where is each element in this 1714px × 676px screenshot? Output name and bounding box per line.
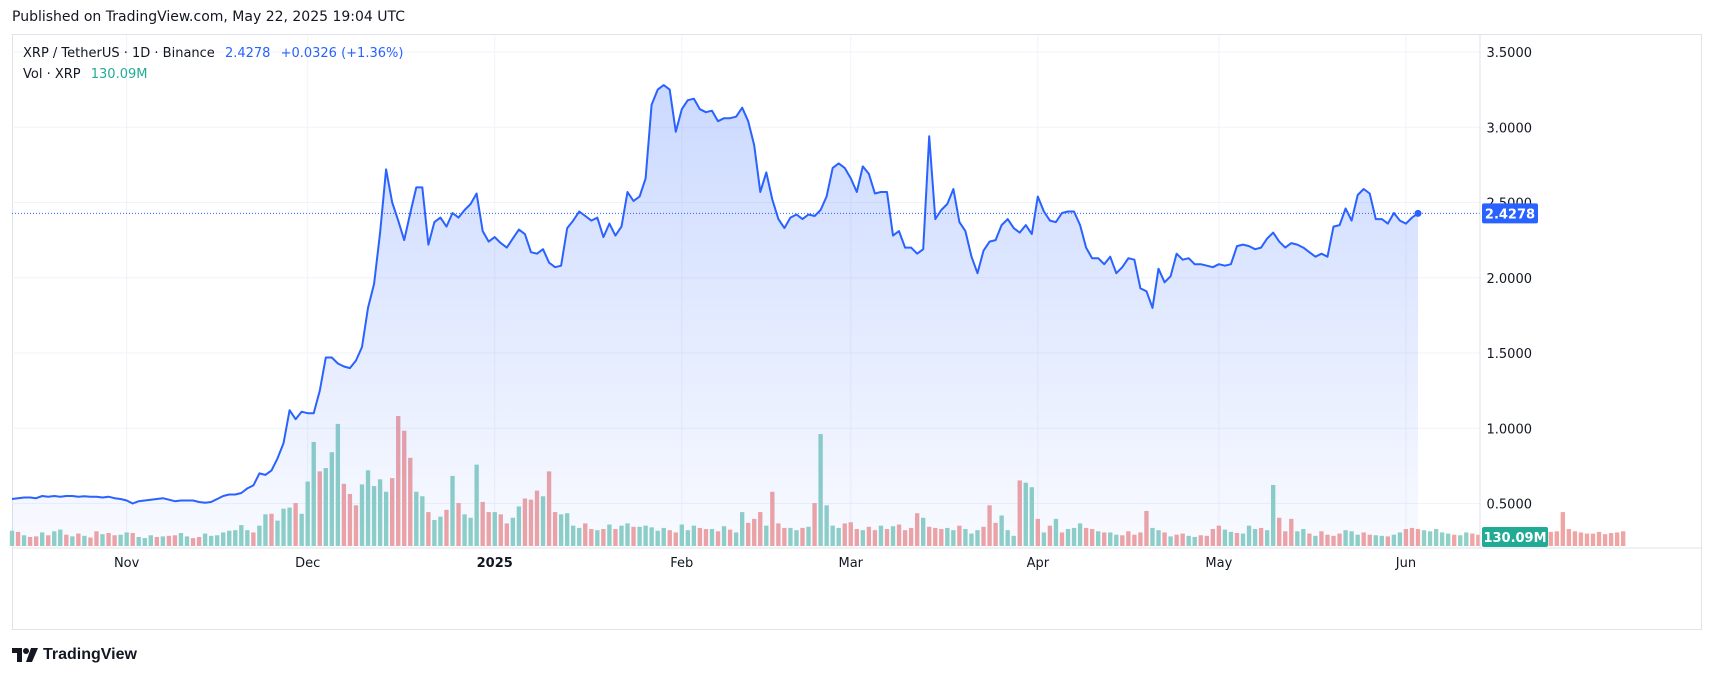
volume-tag-label: 130.09M [1483,531,1546,546]
published-caption: Published on TradingView.com, May 22, 20… [12,9,406,25]
y-tick-label: 0.5000 [1487,498,1533,513]
tradingview-logo-icon [12,648,38,662]
volume-bar [1566,529,1572,546]
price-tags: 2.4278 130.09M [1482,203,1548,547]
x-tick-label: 2025 [477,556,513,571]
symbol-label: XRP / TetherUS · 1D · Binance [23,46,215,61]
x-tick-label: Dec [295,556,320,571]
x-tick-label: May [1205,556,1232,571]
volume-bar [1584,533,1590,546]
x-tick-label: Feb [670,556,693,571]
last-price: 2.4278 [224,46,271,61]
volume-bar [1439,532,1445,546]
volume-bar [1620,531,1626,546]
price-area [12,85,1418,546]
price-tag-box [1482,203,1538,224]
y-tick-label: 1.0000 [1487,422,1533,437]
volume-bar [1590,533,1596,546]
x-tick-label: Mar [839,556,864,571]
symbol-legend[interactable]: XRP / TetherUS · 1D · Binance 2.4278 +0.… [23,46,409,61]
y-tick-label: 2.0000 [1487,272,1533,287]
price-tag-label: 2.4278 [1485,207,1535,222]
volume-value: 130.09M [90,67,148,82]
volume-bar [1548,531,1553,546]
volume-bar [1476,534,1481,546]
volume-bar [1470,533,1475,546]
y-tick-label: 3.5000 [1487,46,1533,61]
x-tick-label: Apr [1027,556,1050,571]
tradingview-footer[interactable]: TradingView [12,646,137,664]
volume-bar [1608,533,1614,546]
price-line [11,84,1480,505]
y-tick-label: 3.0000 [1487,121,1533,136]
volume-legend[interactable]: Vol · XRP 130.09M [23,67,153,82]
volume-bar [1458,535,1463,546]
price-area-fill [12,85,1418,546]
x-tick-label: Nov [114,556,140,571]
volume-bar [1445,533,1451,546]
volume-tag-box [1482,527,1548,547]
volume-label: Vol · XRP [23,67,81,82]
price-line-path [11,84,1419,505]
volume-bar [1554,531,1559,546]
volume-bar [1452,534,1457,546]
volume-bar [1464,532,1469,546]
volume-bar [1427,531,1433,546]
price-change: +0.0326 (+1.36%) [280,46,404,61]
volume-bar [1560,512,1565,546]
volume-bar [1602,534,1608,546]
y-tick-label: 1.5000 [1487,347,1533,362]
chart-frame [12,34,1702,630]
volume-bar [1572,531,1578,546]
tradingview-brand: TradingView [43,646,137,663]
volume-bar [1421,530,1427,546]
x-tick-label: Jun [1395,556,1416,571]
volume-bar [1578,532,1584,546]
volume-bar [1614,532,1620,546]
last-price-dot [1414,209,1422,217]
axes: 3.50003.00002.50002.00001.50001.00000.50… [12,35,1702,571]
volume-bar [1596,531,1602,546]
volume-bar [1433,529,1439,546]
